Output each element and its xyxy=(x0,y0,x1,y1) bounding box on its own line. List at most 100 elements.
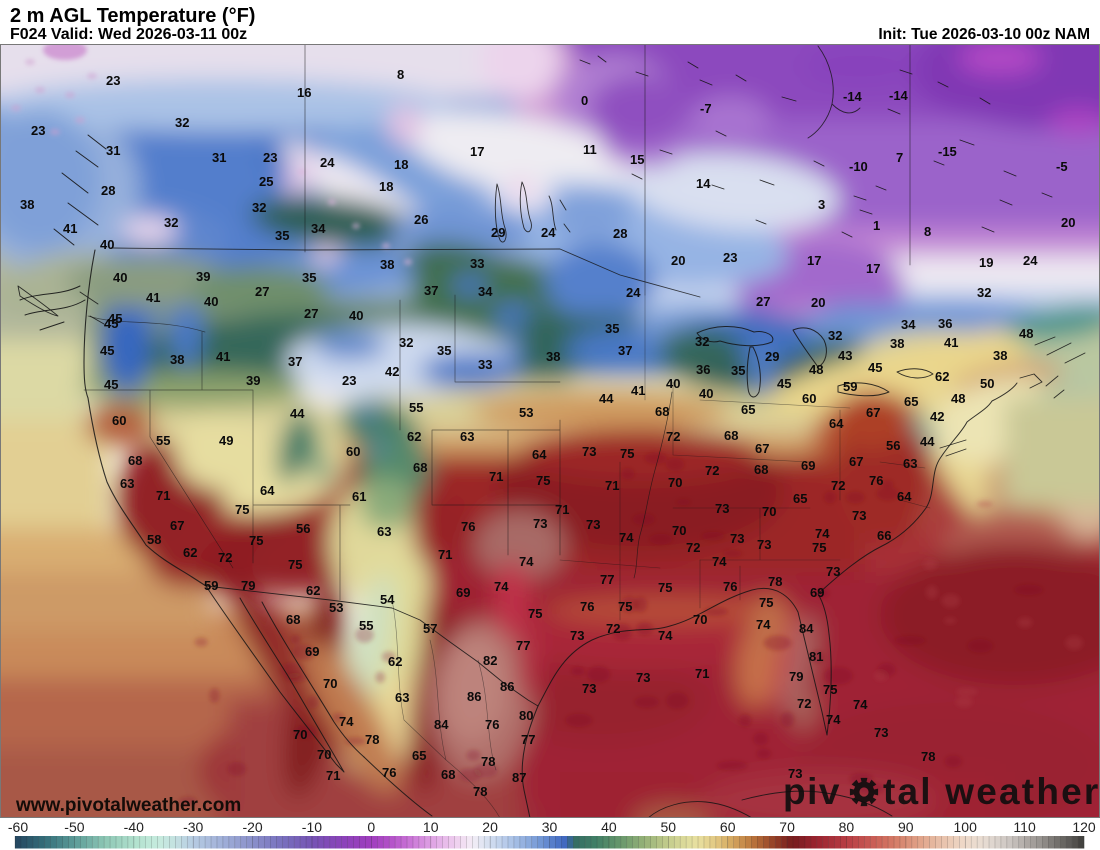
svg-text:79: 79 xyxy=(241,578,255,593)
svg-text:2 m AGL Temperature (°F): 2 m AGL Temperature (°F) xyxy=(10,5,255,27)
svg-text:120: 120 xyxy=(1072,819,1096,835)
svg-text:76: 76 xyxy=(723,579,737,594)
svg-text:63: 63 xyxy=(377,524,391,539)
svg-text:73: 73 xyxy=(533,516,547,531)
svg-text:68: 68 xyxy=(655,404,669,419)
svg-text:54: 54 xyxy=(380,592,395,607)
svg-text:68: 68 xyxy=(754,462,768,477)
svg-text:73: 73 xyxy=(788,766,802,781)
svg-text:40: 40 xyxy=(349,308,363,323)
svg-text:38: 38 xyxy=(380,257,394,272)
svg-text:53: 53 xyxy=(329,600,343,615)
svg-text:39: 39 xyxy=(196,269,210,284)
svg-text:37: 37 xyxy=(618,343,632,358)
svg-text:45: 45 xyxy=(100,343,114,358)
svg-text:28: 28 xyxy=(101,183,115,198)
svg-text:0: 0 xyxy=(581,93,588,108)
svg-text:40: 40 xyxy=(100,237,114,252)
svg-text:78: 78 xyxy=(481,754,495,769)
svg-text:23: 23 xyxy=(106,73,120,88)
svg-text:64: 64 xyxy=(260,483,275,498)
svg-text:www.pivotalweather.com: www.pivotalweather.com xyxy=(15,795,241,816)
svg-text:29: 29 xyxy=(491,225,505,240)
svg-text:73: 73 xyxy=(715,501,729,516)
svg-text:67: 67 xyxy=(170,518,184,533)
svg-text:65: 65 xyxy=(412,748,426,763)
svg-text:70: 70 xyxy=(762,504,776,519)
svg-text:59: 59 xyxy=(843,379,857,394)
svg-text:17: 17 xyxy=(807,253,821,268)
svg-text:31: 31 xyxy=(212,150,226,165)
svg-text:Init: Tue 2026-03-10 00z NAM: Init: Tue 2026-03-10 00z NAM xyxy=(878,26,1090,43)
svg-text:40: 40 xyxy=(666,376,680,391)
svg-text:90: 90 xyxy=(898,819,914,835)
svg-text:36: 36 xyxy=(938,316,952,331)
svg-text:81: 81 xyxy=(809,649,823,664)
svg-text:62: 62 xyxy=(935,369,949,384)
svg-text:71: 71 xyxy=(156,488,170,503)
svg-text:73: 73 xyxy=(852,508,866,523)
svg-text:68: 68 xyxy=(724,428,738,443)
svg-text:32: 32 xyxy=(828,328,842,343)
svg-text:44: 44 xyxy=(920,434,935,449)
svg-text:73: 73 xyxy=(586,517,600,532)
svg-text:78: 78 xyxy=(768,574,782,589)
svg-text:38: 38 xyxy=(890,336,904,351)
svg-text:42: 42 xyxy=(930,409,944,424)
svg-text:45: 45 xyxy=(104,377,118,392)
svg-text:71: 71 xyxy=(438,547,452,562)
svg-text:73: 73 xyxy=(570,628,584,643)
svg-text:17: 17 xyxy=(470,144,484,159)
svg-text:68: 68 xyxy=(441,767,455,782)
svg-text:75: 75 xyxy=(528,606,542,621)
svg-text:75: 75 xyxy=(288,557,302,572)
svg-text:70: 70 xyxy=(693,612,707,627)
svg-text:75: 75 xyxy=(812,540,826,555)
svg-text:41: 41 xyxy=(631,383,645,398)
svg-text:87: 87 xyxy=(512,770,526,785)
svg-text:50: 50 xyxy=(661,819,677,835)
svg-text:20: 20 xyxy=(811,295,825,310)
svg-text:100: 100 xyxy=(954,819,978,835)
svg-text:60: 60 xyxy=(802,391,816,406)
svg-text:74: 74 xyxy=(339,714,354,729)
svg-text:32: 32 xyxy=(164,215,178,230)
svg-text:74: 74 xyxy=(619,530,634,545)
svg-text:17: 17 xyxy=(866,261,880,276)
svg-text:86: 86 xyxy=(467,689,481,704)
svg-text:-10: -10 xyxy=(302,819,322,835)
svg-text:62: 62 xyxy=(407,429,421,444)
svg-text:63: 63 xyxy=(460,429,474,444)
svg-text:74: 74 xyxy=(853,697,868,712)
svg-text:65: 65 xyxy=(904,394,918,409)
svg-text:74: 74 xyxy=(712,554,727,569)
svg-text:75: 75 xyxy=(536,473,550,488)
svg-text:48: 48 xyxy=(951,391,965,406)
svg-text:60: 60 xyxy=(112,413,126,428)
svg-text:67: 67 xyxy=(849,454,863,469)
svg-text:20: 20 xyxy=(671,253,685,268)
svg-text:69: 69 xyxy=(305,644,319,659)
svg-text:-30: -30 xyxy=(183,819,203,835)
svg-text:63: 63 xyxy=(120,476,134,491)
svg-text:76: 76 xyxy=(580,599,594,614)
svg-text:55: 55 xyxy=(359,618,373,633)
svg-text:41: 41 xyxy=(63,221,77,236)
svg-text:F024 Valid: Wed 2026-03-11 00z: F024 Valid: Wed 2026-03-11 00z xyxy=(10,26,247,43)
svg-text:31: 31 xyxy=(106,143,120,158)
svg-text:15: 15 xyxy=(630,152,644,167)
svg-text:70: 70 xyxy=(779,819,795,835)
svg-text:42: 42 xyxy=(385,364,399,379)
svg-text:-14: -14 xyxy=(843,89,863,104)
svg-text:74: 74 xyxy=(494,579,509,594)
svg-text:40: 40 xyxy=(699,386,713,401)
svg-text:35: 35 xyxy=(605,321,619,336)
svg-text:8: 8 xyxy=(397,67,404,82)
svg-text:71: 71 xyxy=(326,768,340,783)
svg-text:70: 70 xyxy=(317,747,331,762)
svg-text:7: 7 xyxy=(896,150,903,165)
svg-text:70: 70 xyxy=(668,475,682,490)
svg-text:24: 24 xyxy=(541,225,556,240)
svg-text:78: 78 xyxy=(473,784,487,799)
svg-text:76: 76 xyxy=(485,717,499,732)
